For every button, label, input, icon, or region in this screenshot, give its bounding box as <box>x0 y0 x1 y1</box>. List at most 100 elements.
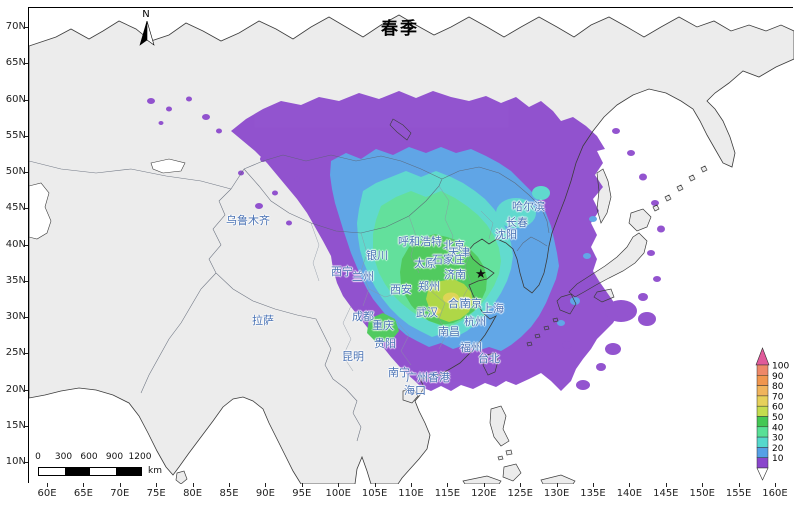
legend-bands <box>756 364 769 469</box>
legend-band <box>756 426 769 438</box>
lon-tick-label: 70E <box>110 488 130 499</box>
map-frame <box>28 7 794 484</box>
city-label-北京: 北京 <box>443 239 465 252</box>
lat-tick <box>24 172 28 173</box>
lon-tick <box>338 483 340 487</box>
scalebar-label: 300 <box>54 452 73 462</box>
lon-tick-label: 155E <box>725 488 752 499</box>
lon-tick <box>629 483 631 487</box>
lon-tick <box>47 483 48 487</box>
lon-tick-label: 150E <box>689 488 715 499</box>
legend-tick-label: 50 <box>772 413 784 423</box>
lat-tick <box>24 135 28 137</box>
legend-tick-label: 60 <box>772 403 784 413</box>
legend-band <box>756 385 769 397</box>
lat-tick <box>24 317 28 318</box>
lat-tick <box>24 353 28 355</box>
lon-tick <box>775 483 776 487</box>
city-label-南京: 南京 <box>460 297 482 310</box>
lon-tick <box>192 483 194 487</box>
lat-tick-label: 40N <box>5 238 26 250</box>
city-label-天津: 天津 <box>448 246 470 259</box>
city-label-西宁: 西宁 <box>331 265 353 278</box>
lat-tick-label: 70N <box>5 21 26 32</box>
legend-band <box>756 436 769 448</box>
city-label-成都: 成都 <box>352 310 374 323</box>
lon-tick <box>156 483 158 487</box>
lat-tick <box>24 208 28 210</box>
lat-tick <box>24 280 28 282</box>
lat-tick-label: 55N <box>5 129 26 141</box>
legend-band <box>756 416 769 428</box>
city-label-重庆: 重庆 <box>372 319 394 332</box>
city-label-昆明: 昆明 <box>342 350 364 363</box>
legend-tick-label: 20 <box>772 444 784 454</box>
lon-tick-label: 135E <box>580 488 606 499</box>
scalebar-label: 600 <box>80 452 98 462</box>
lon-tick-label: 85E <box>219 488 239 499</box>
legend-tick-label: 70 <box>772 392 784 402</box>
lon-tick-label: 160E <box>762 488 788 499</box>
legend-tick-label: 40 <box>772 423 784 433</box>
map-title: 春季 <box>381 19 419 39</box>
city-label-广州: 广州 <box>406 371 428 384</box>
legend-tick-label: 30 <box>772 434 784 444</box>
lon-tick-label: 65E <box>73 488 93 499</box>
map-canvas <box>29 8 794 484</box>
north-arrow-icon <box>139 21 155 46</box>
legend-tick-label: 10 <box>772 454 784 464</box>
scalebar-label: 900 <box>105 452 124 462</box>
lon-tick-label: 60E <box>37 488 57 499</box>
lon-tick <box>556 483 558 487</box>
lon-tick <box>738 483 740 487</box>
city-label-南昌: 南昌 <box>438 325 460 338</box>
city-label-台北: 台北 <box>478 352 500 365</box>
scalebar: 0 300 600 900 1200 km <box>30 448 180 482</box>
city-label-武汉: 武汉 <box>416 306 438 319</box>
city-label-南宁: 南宁 <box>388 366 410 379</box>
city-label-香港: 香港 <box>428 371 450 384</box>
site-star-marker: ★ <box>475 267 487 282</box>
lon-tick-label: 80E <box>183 488 203 499</box>
city-label-太原: 太原 <box>414 257 436 270</box>
city-label-呼和浩特: 呼和浩特 <box>398 235 442 248</box>
legend-band <box>756 447 769 458</box>
lat-tick <box>24 425 28 427</box>
lat-tick <box>24 462 28 463</box>
scalebar-segment <box>64 468 90 475</box>
legend-tick-label: 100 <box>772 362 789 372</box>
lon-tick <box>411 483 412 487</box>
scalebar-segment <box>90 468 116 475</box>
lat-tick-label: 20N <box>5 383 26 395</box>
city-label-济南: 济南 <box>444 268 466 281</box>
lat-tick-label: 45N <box>5 202 26 214</box>
lon-tick <box>374 483 376 487</box>
lon-tick <box>83 483 85 487</box>
scalebar-segment <box>39 468 65 475</box>
scalebar-segment <box>115 468 141 475</box>
legend-band <box>756 457 769 469</box>
lat-tick-label: 30N <box>5 311 26 322</box>
lon-tick <box>265 483 267 487</box>
lat-tick <box>24 389 28 391</box>
lon-tick <box>119 483 121 487</box>
legend-tick-label: 80 <box>772 382 784 392</box>
lon-tick-label: 105E <box>361 488 388 499</box>
legend-band <box>756 375 769 386</box>
lat-tick-label: 10N <box>5 456 26 467</box>
legend-band <box>756 405 769 417</box>
lat-tick <box>24 63 28 65</box>
lon-tick <box>702 483 704 487</box>
lat-tick <box>24 27 28 28</box>
city-label-乌鲁木齐: 乌鲁木齐 <box>226 214 270 227</box>
contour-field <box>147 91 665 391</box>
lat-tick-label: 50N <box>5 166 26 177</box>
lon-tick-label: 100E <box>325 488 351 499</box>
city-label-兰州: 兰州 <box>352 270 374 283</box>
city-label-合肥: 合肥 <box>448 297 470 310</box>
lon-tick-label: 110E <box>398 488 424 499</box>
legend-tick-label: 90 <box>772 372 784 382</box>
scalebar-label: 1200 <box>128 452 152 462</box>
lon-tick-label: 145E <box>653 488 679 499</box>
